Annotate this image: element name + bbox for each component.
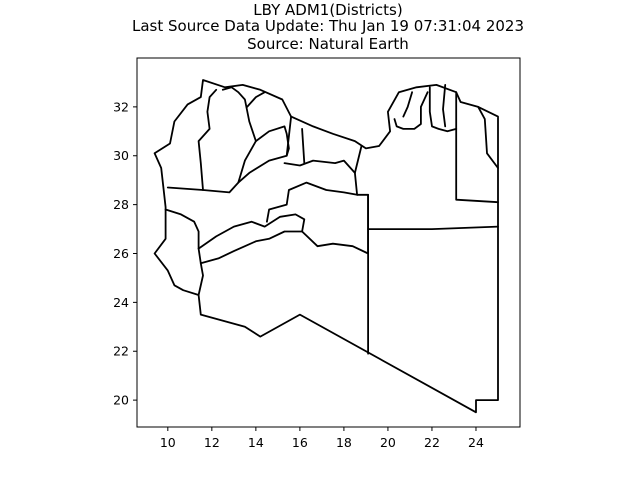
boundary-nw-3: [237, 125, 290, 184]
boundary-nw-2: [197, 88, 218, 191]
axes-frame: [136, 57, 521, 428]
x-tick-label: 14: [248, 435, 264, 450]
title-line-1: LBY ADM1(Districts): [253, 1, 402, 19]
boundary-sirte-2: [354, 145, 363, 174]
y-tick-label: 24: [113, 295, 129, 310]
x-tick-label: 16: [292, 435, 308, 450]
x-axis: 10 12 14 16 18 20 22 24: [160, 427, 484, 450]
y-axis: 20 22 24 26 28 30 32: [113, 99, 137, 408]
y-tick-label: 26: [113, 246, 129, 261]
title-line-3: Source: Natural Earth: [247, 35, 409, 53]
boundary-nw-5: [246, 91, 266, 108]
x-tick-label: 18: [336, 435, 352, 450]
boundary-fezzan-n: [197, 193, 369, 255]
y-tick-label: 32: [113, 99, 129, 114]
boundary-nw-4: [221, 86, 257, 142]
y-tick-label: 22: [113, 344, 129, 359]
x-tick-label: 24: [468, 435, 484, 450]
title-line-2: Last Source Data Update: Thu Jan 19 07:3…: [132, 17, 524, 35]
boundary-central-top: [283, 159, 358, 196]
boundary-west-mid: [164, 208, 204, 296]
boundary-outline: [153, 79, 499, 414]
boundary-cyrenaica-2: [402, 91, 413, 118]
boundary-nw-1: [166, 115, 292, 194]
y-tick-label: 20: [113, 393, 129, 408]
boundary-east-mid: [367, 225, 499, 230]
x-tick-label: 10: [160, 435, 176, 450]
boundary-fezzan-s: [199, 230, 303, 265]
y-tick-label: 28: [113, 197, 129, 212]
x-tick-label: 12: [204, 435, 220, 450]
boundary-sirte: [301, 128, 306, 164]
boundary-cyrenaica-4: [442, 84, 447, 128]
district-boundaries: [153, 79, 499, 414]
x-tick-label: 20: [380, 435, 396, 450]
y-tick-label: 30: [113, 148, 129, 163]
x-tick-label: 22: [424, 435, 440, 450]
boundary-central-n: [266, 181, 369, 355]
boundary-east-n: [455, 91, 499, 204]
boundary-east-s: [477, 106, 499, 169]
boundary-cyrenaica-3: [428, 86, 458, 133]
boundary-cyrenaica-1: [393, 91, 429, 130]
